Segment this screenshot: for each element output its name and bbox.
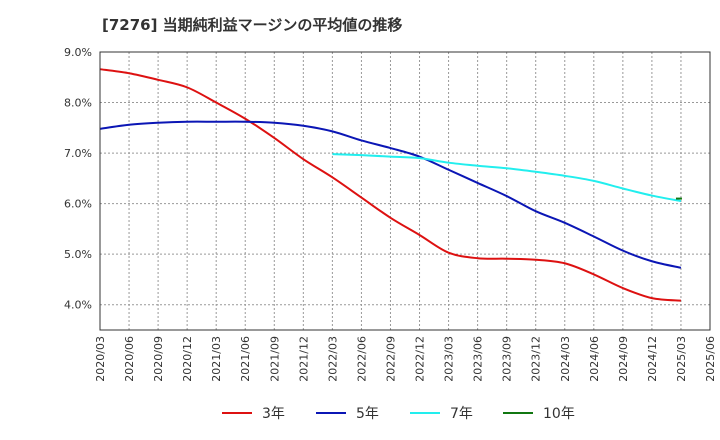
x-tick-label: 2022/12: [414, 336, 427, 382]
y-tick-label: 6.0%: [64, 198, 92, 211]
plot-frame: [99, 51, 711, 331]
grid-layer: [99, 51, 711, 330]
x-tick-label: 2023/12: [530, 336, 543, 382]
y-tick-label: 7.0%: [64, 147, 92, 160]
legend-label: 7年: [450, 406, 473, 422]
x-tick-label: 2020/03: [94, 336, 107, 382]
x-tick-label: 2023/06: [472, 336, 485, 382]
x-tick-label: 2025/06: [704, 336, 717, 382]
x-tick-label: 2020/06: [123, 336, 136, 382]
x-tick-label: 2022/09: [384, 336, 397, 382]
x-tick-label: 2022/03: [326, 336, 339, 382]
legend-label: 5年: [356, 406, 379, 422]
x-tick-label: 2024/09: [617, 336, 630, 382]
y-tick-label: 8.0%: [64, 97, 92, 110]
x-tick-label: 2024/03: [559, 336, 572, 382]
y-tick-label: 5.0%: [64, 248, 92, 261]
x-tick-label: 2024/12: [646, 336, 659, 382]
y-tick-label: 4.0%: [64, 299, 92, 312]
legend-label: 10年: [543, 406, 575, 422]
x-tick-label: 2024/06: [588, 336, 601, 382]
x-axis: 2020/03 2020/06 2020/09 2020/12 2021/03 2021/…: [94, 336, 717, 382]
series-layer: [99, 68, 682, 302]
x-tick-label: 2025/03: [675, 336, 688, 382]
x-tick-label: 2021/12: [297, 336, 310, 382]
series-line-1: [99, 68, 682, 302]
x-tick-label: 2022/06: [355, 336, 368, 382]
chart-title: [7276] 当期純利益マージンの平均値の推移: [102, 16, 403, 34]
x-tick-label: 2023/09: [501, 336, 514, 382]
legend: 3年 5年 7年 10年: [222, 406, 575, 422]
series-line-2: [99, 120, 682, 269]
x-tick-label: 2021/09: [268, 336, 281, 382]
x-tick-label: 2021/03: [210, 336, 223, 382]
x-tick-label: 2021/06: [239, 336, 252, 382]
x-tick-label: 2020/09: [152, 336, 165, 382]
series-line-3: [332, 153, 682, 203]
legend-label: 3年: [262, 406, 285, 422]
x-tick-label: 2020/12: [181, 336, 194, 382]
y-axis: 4.0% 5.0% 6.0% 7.0% 8.0% 9.0%: [64, 46, 92, 312]
y-tick-label: 9.0%: [64, 46, 92, 59]
x-tick-label: 2023/03: [443, 336, 456, 382]
